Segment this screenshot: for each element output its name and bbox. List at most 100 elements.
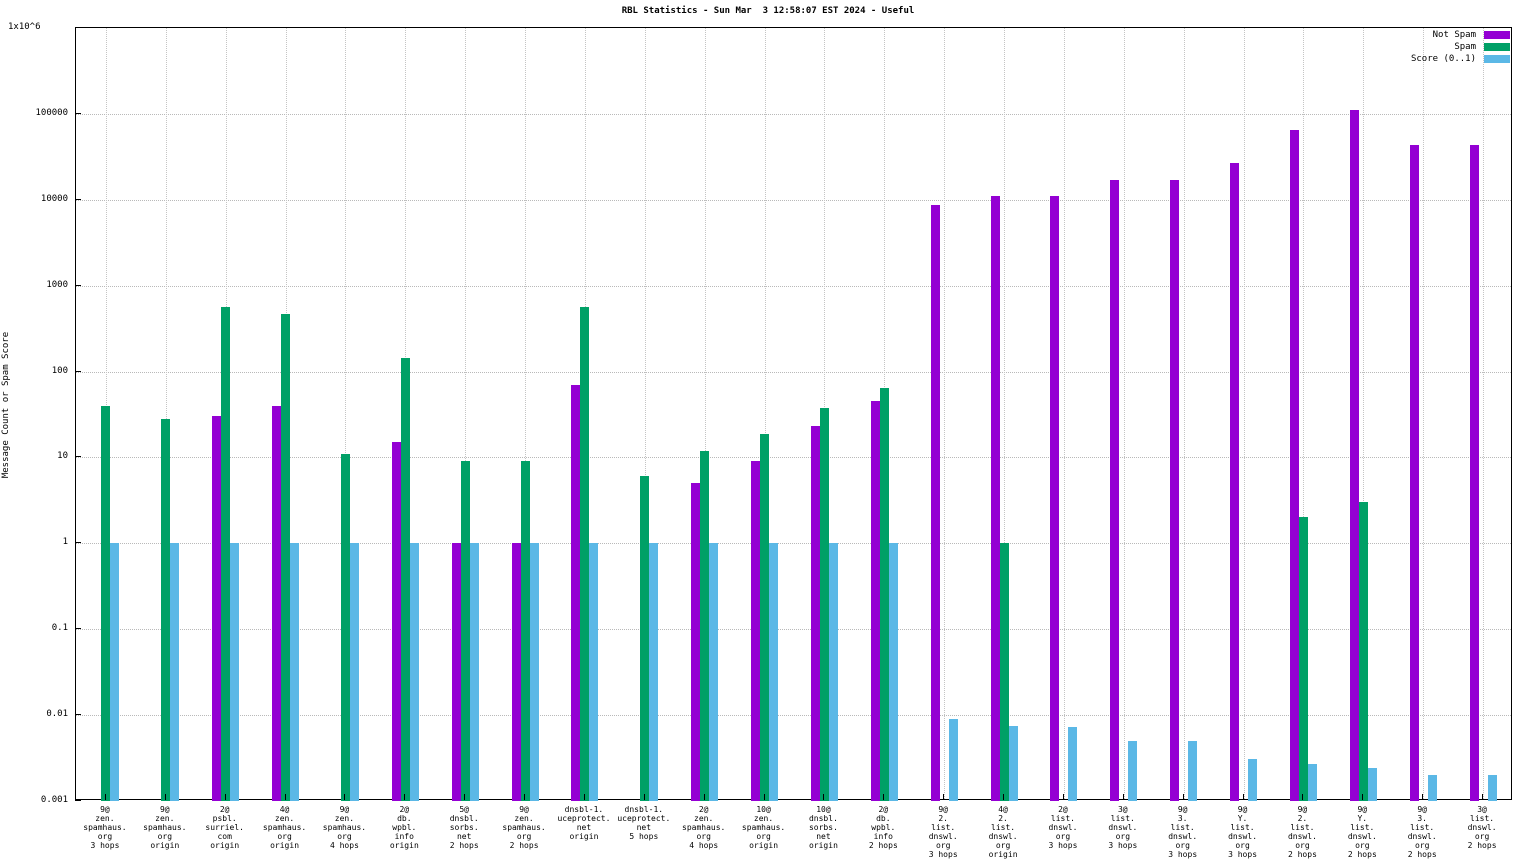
bar-score-0-1	[110, 543, 120, 801]
x-tick-mark	[404, 794, 406, 800]
x-tick-label: 9@ 2. list. dnswl. org 3 hops	[908, 805, 978, 859]
x-tick-label: dnsbl-1. uceprotect. net origin	[549, 805, 619, 841]
x-tick-label-line: dnswl.	[1048, 823, 1078, 832]
x-tick-label-line: origin	[389, 841, 419, 850]
y-tick-label: 0.001	[40, 795, 68, 805]
x-tick-label-line: list.	[1230, 823, 1255, 832]
bar-spam	[580, 306, 590, 801]
x-tick-label-line: net	[636, 823, 652, 832]
bar-spam	[221, 306, 231, 801]
x-tick-label-line: 2 hops	[1287, 850, 1317, 859]
bar-score-0-1	[1487, 775, 1497, 801]
x-tick-mark	[224, 794, 226, 800]
legend-swatch	[1484, 43, 1510, 51]
x-tick-label-line: org	[756, 832, 771, 841]
y-tick-label: 0.01	[46, 709, 68, 720]
x-tick-label-line: wpbl.	[392, 823, 417, 832]
bar-score-0-1	[709, 543, 719, 801]
x-tick-label-line: origin	[569, 832, 599, 841]
legend-swatch	[1484, 31, 1510, 39]
v-gridline	[1123, 28, 1125, 799]
bar-spam	[1298, 517, 1308, 801]
x-tick-label: dnsbl-1. uceprotect. net 5 hops	[609, 805, 679, 841]
x-tick-label-line: net	[576, 823, 592, 832]
v-gridline	[944, 28, 946, 799]
y-tick-label: 0.1	[51, 623, 68, 634]
bar-spam	[999, 543, 1009, 801]
x-tick-label: 9@ zen. spamhaus. org 2 hops	[489, 805, 559, 850]
x-tick-label-line: list.	[1110, 814, 1135, 823]
x-tick-label-line: list.	[1350, 823, 1375, 832]
bar-score-0-1	[1307, 763, 1317, 801]
x-tick-label-line: 2@	[399, 805, 410, 814]
x-tick-label-line: 9@	[1417, 805, 1427, 814]
v-gridline	[1063, 28, 1065, 799]
x-tick-label-line: zen.	[95, 814, 115, 823]
x-tick-label-line: 3 hops	[1228, 850, 1258, 859]
bar-not-spam	[691, 483, 701, 801]
v-gridline	[525, 28, 527, 799]
bar-spam	[640, 476, 650, 801]
x-tick-label-line: 2 hops	[1407, 850, 1437, 859]
x-tick-label-line: 2@	[1058, 805, 1068, 814]
bar-not-spam	[990, 196, 1000, 801]
x-tick-mark	[1242, 794, 1244, 800]
x-tick-label-line: 3 hops	[1048, 841, 1078, 850]
bar-score-0-1	[1128, 740, 1138, 801]
legend: Not Spam Spam Score (0..1)	[1411, 29, 1510, 65]
h-gridline	[76, 113, 1511, 115]
x-tick-label-line: net	[816, 832, 831, 841]
h-gridline	[76, 715, 1511, 717]
bar-not-spam	[511, 543, 521, 801]
x-tick-label-line: list.	[1170, 823, 1195, 832]
legend-label: Not Spam	[1432, 30, 1476, 40]
legend-row: Score (0..1)	[1411, 53, 1510, 65]
x-tick-label-line: org	[696, 832, 711, 841]
v-gridline	[165, 28, 167, 799]
x-tick-label-line: 9@	[519, 805, 529, 814]
bar-score-0-1	[1427, 775, 1437, 801]
y-tick-mark	[75, 112, 81, 114]
x-tick-label-line: list.	[991, 823, 1016, 832]
x-tick-label-line: org	[1474, 832, 1490, 841]
x-tick-mark	[1182, 794, 1184, 800]
legend-label: Score (0..1)	[1410, 54, 1476, 64]
x-tick-label-line: dnsbl.	[449, 814, 479, 823]
x-tick-label-line: 3@	[1117, 805, 1128, 814]
y-tick-label: 1000	[46, 279, 68, 290]
x-tick-label-line: org	[516, 832, 532, 841]
bar-spam	[1358, 502, 1368, 801]
x-tick-label-line: wpbl.	[871, 823, 896, 832]
bar-not-spam	[1469, 145, 1479, 801]
x-tick-mark	[524, 794, 526, 800]
v-gridline	[1423, 28, 1425, 799]
bar-score-0-1	[1188, 740, 1198, 801]
bar-spam	[281, 313, 291, 801]
bar-not-spam	[751, 461, 761, 801]
bar-not-spam	[212, 416, 222, 801]
h-gridline	[76, 285, 1511, 287]
x-tick-mark	[943, 794, 945, 800]
x-tick-label: 9@ zen. spamhaus. org origin	[130, 805, 200, 850]
x-tick-label-line: dnswl.	[1287, 832, 1317, 841]
x-tick-label: 5@ dnsbl. sorbs. net 2 hops	[429, 805, 499, 850]
bar-not-spam	[1289, 129, 1299, 801]
x-tick-mark	[464, 794, 466, 800]
x-tick-label-line: db.	[397, 814, 412, 823]
x-tick-label: 2@ psbl. surriel. com origin	[190, 805, 260, 850]
bar-spam	[520, 461, 530, 801]
v-gridline	[1303, 28, 1305, 799]
legend-swatch	[1484, 55, 1510, 63]
x-tick-label-line: 5 hops	[629, 832, 659, 841]
bar-score-0-1	[529, 543, 539, 801]
x-tick-label-line: surriel.	[205, 823, 244, 832]
bar-score-0-1	[1068, 726, 1078, 801]
x-tick-label-line: list.	[931, 823, 956, 832]
h-gridline	[76, 629, 1511, 631]
x-tick-label-line: spamhaus.	[502, 823, 546, 832]
x-tick-mark	[164, 794, 166, 800]
v-gridline	[465, 28, 467, 799]
x-tick-label-line: zen.	[155, 814, 175, 823]
x-tick-label-line: origin	[749, 841, 779, 850]
x-tick-label-line: org	[277, 832, 292, 841]
